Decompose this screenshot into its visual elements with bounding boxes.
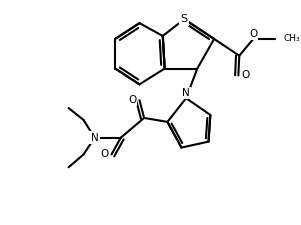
Text: S: S bbox=[181, 14, 188, 24]
Text: O: O bbox=[242, 70, 250, 81]
Text: O: O bbox=[249, 29, 257, 39]
Text: CH₃: CH₃ bbox=[283, 34, 300, 43]
Text: O: O bbox=[100, 149, 108, 160]
Text: N: N bbox=[91, 133, 98, 143]
Text: O: O bbox=[128, 95, 136, 105]
Text: N: N bbox=[182, 88, 190, 98]
